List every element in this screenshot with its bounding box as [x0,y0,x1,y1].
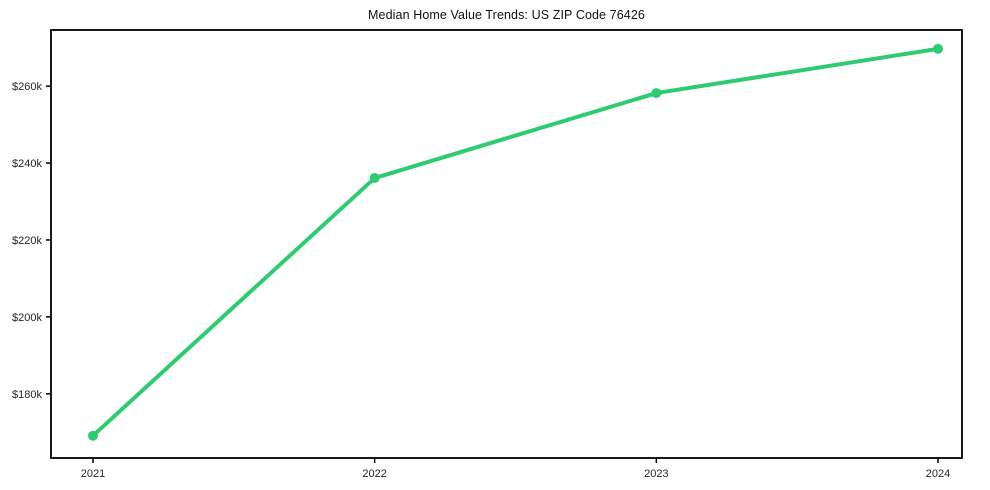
y-tick-label: $220k [12,235,42,247]
data-point-2022 [369,173,380,184]
y-tick-label: $240k [12,158,42,170]
x-tick-label: 2023 [644,468,668,480]
chart-title: Median Home Value Trends: US ZIP Code 76… [368,8,645,22]
trend-line [91,46,940,438]
x-tick-label: 2022 [362,468,386,480]
x-tick-label: 2021 [81,468,105,480]
plot-border [50,29,963,459]
y-tick-label: $260k [12,81,42,93]
data-point-2024 [933,43,943,54]
y-tick-label: $180k [12,389,42,401]
data-point-2021 [88,430,98,441]
data-point-2023 [651,88,662,99]
x-tick-label: 2024 [926,468,950,480]
y-tick-label: $200k [12,312,42,324]
